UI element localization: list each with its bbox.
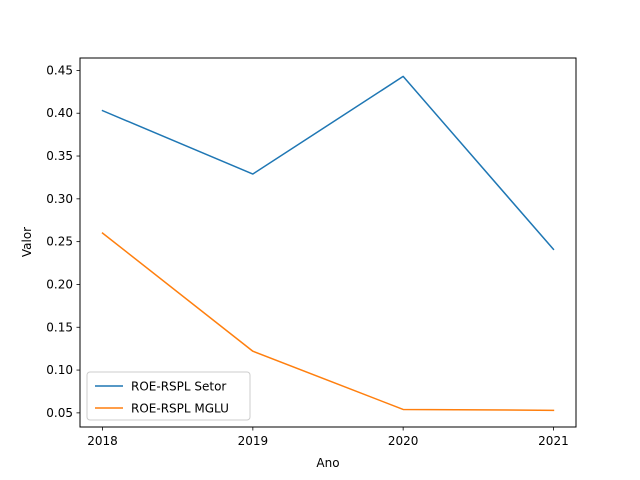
y-tick-label: 0.35 (46, 149, 73, 163)
y-tick-label: 0.05 (46, 406, 73, 420)
y-tick-label: 0.25 (46, 235, 73, 249)
y-tick-label: 0.40 (46, 106, 73, 120)
y-tick-label: 0.10 (46, 363, 73, 377)
x-tick-label: 2018 (87, 434, 118, 448)
legend-label-0: ROE-RSPL Setor (131, 380, 226, 394)
x-axis: 2018 2019 2020 2021 (87, 427, 569, 448)
series-line-0 (101, 75, 555, 251)
legend-label-1: ROE-RSPL MGLU (131, 402, 229, 416)
y-tick-label: 0.20 (46, 277, 73, 291)
x-tick-label: 2021 (538, 434, 569, 448)
legend: ROE-RSPL Setor ROE-RSPL MGLU (86, 371, 251, 421)
y-tick-label: 0.15 (46, 320, 73, 334)
y-tick-label: 0.30 (46, 192, 73, 206)
legend-box (86, 371, 251, 421)
x-tick-label: 2020 (388, 434, 419, 448)
y-tick-label: 0.45 (46, 63, 73, 77)
series-line-1 (101, 232, 555, 412)
y-axis-label: Valor (20, 227, 34, 257)
plot-frame (79, 57, 577, 428)
x-tick-label: 2019 (238, 434, 269, 448)
x-axis-label: Ano (316, 456, 339, 470)
series-layer (101, 75, 555, 412)
y-axis: 0.05 0.10 0.15 0.20 0.25 0.30 0.35 0.40 0.45 (46, 63, 80, 420)
